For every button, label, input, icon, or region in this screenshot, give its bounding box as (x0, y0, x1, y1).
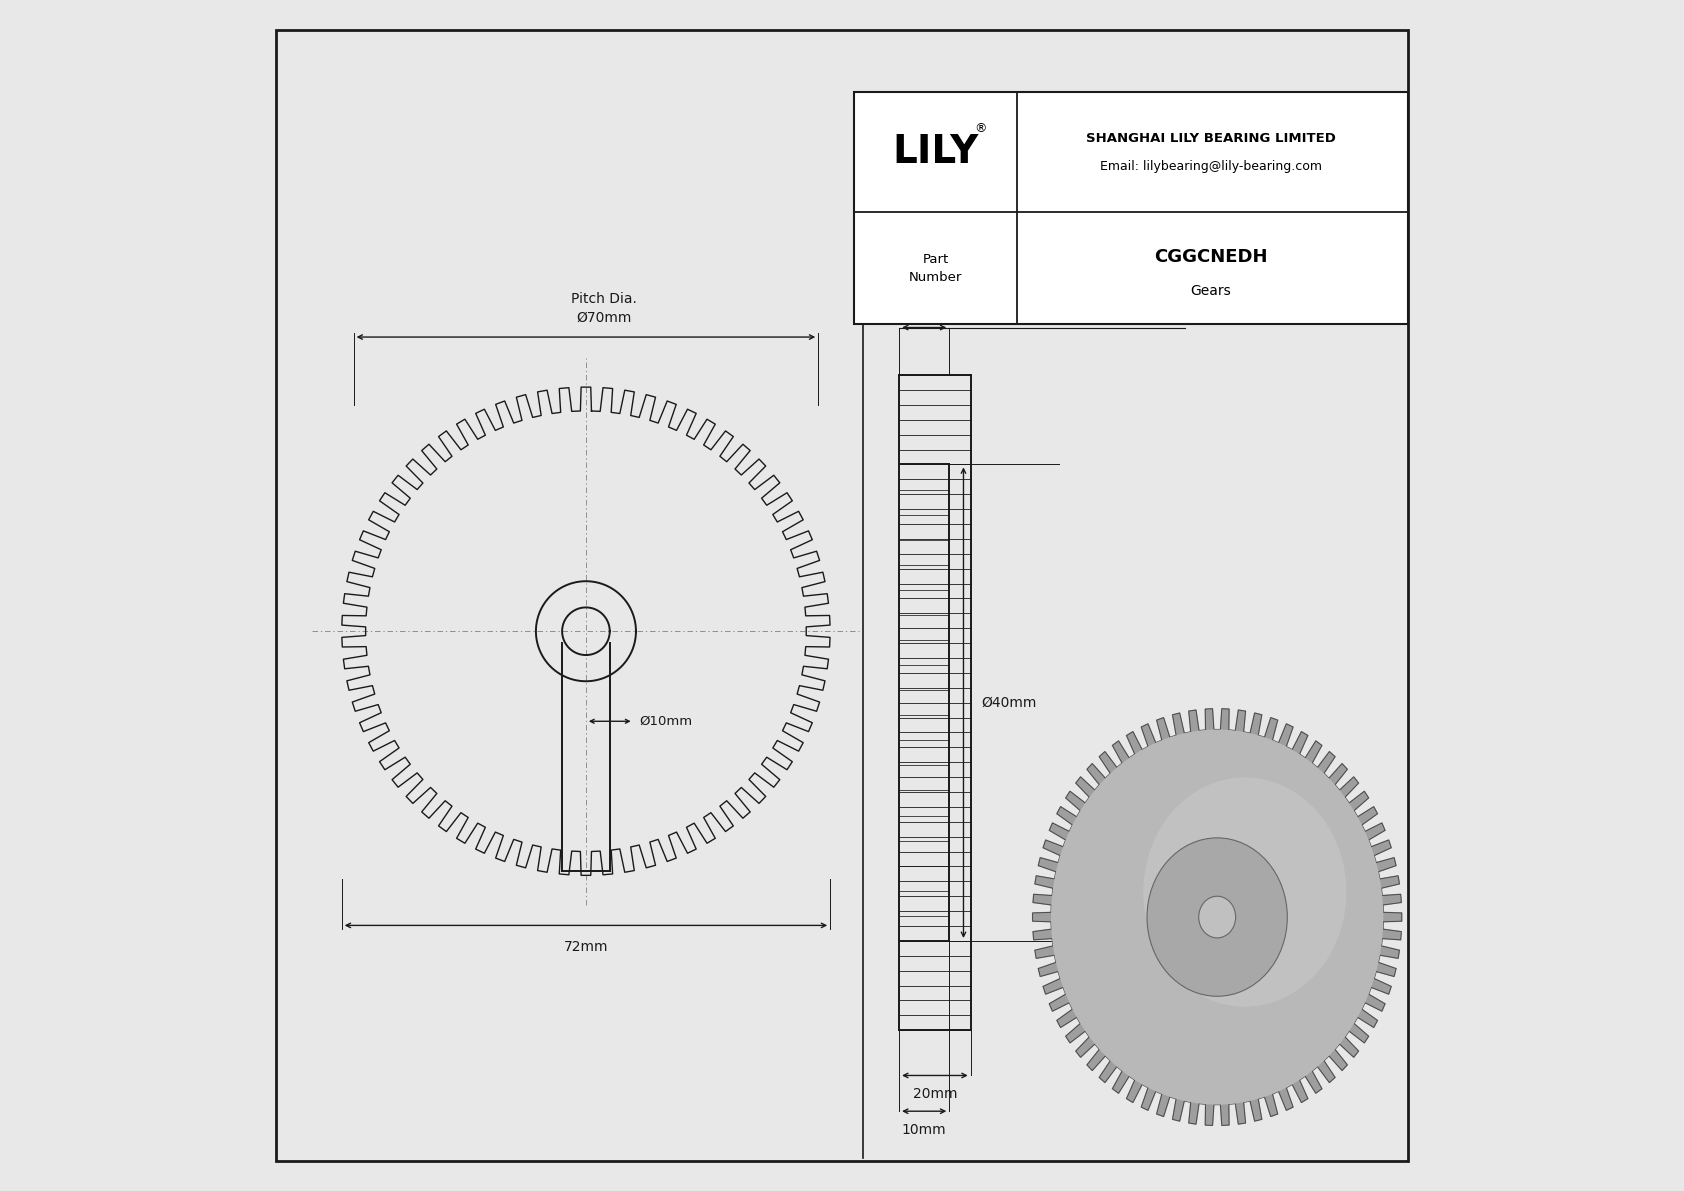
Bar (854, 92, 1408, 324)
Text: Part
Number: Part Number (909, 252, 963, 283)
Ellipse shape (1147, 838, 1287, 996)
Text: CGGCNEDH: CGGCNEDH (1154, 248, 1268, 266)
Text: SHANGHAI LILY BEARING LIMITED: SHANGHAI LILY BEARING LIMITED (1086, 132, 1335, 144)
Text: 20mm: 20mm (913, 1087, 957, 1102)
Text: Number of Teeth:70: Number of Teeth:70 (960, 235, 1125, 250)
Text: Email: lilybearing@lily-bearing.com: Email: lilybearing@lily-bearing.com (1100, 160, 1322, 173)
Text: Gears: Gears (1191, 285, 1231, 299)
Ellipse shape (1199, 897, 1236, 939)
Text: LILY: LILY (893, 133, 978, 172)
Text: 72mm: 72mm (564, 940, 608, 954)
Text: Pitch Dia.: Pitch Dia. (571, 292, 637, 306)
Text: 10mm: 10mm (903, 1123, 946, 1137)
Polygon shape (1032, 709, 1401, 1125)
Ellipse shape (1051, 729, 1383, 1105)
Text: Ø10mm: Ø10mm (640, 715, 692, 728)
Ellipse shape (1143, 778, 1347, 1006)
Text: 10mm: 10mm (994, 291, 1044, 306)
Text: ®: ® (973, 123, 987, 136)
Text: Module:1: Module:1 (980, 262, 1056, 278)
Text: Ø70mm: Ø70mm (576, 311, 632, 325)
Text: Ø40mm: Ø40mm (982, 696, 1037, 710)
